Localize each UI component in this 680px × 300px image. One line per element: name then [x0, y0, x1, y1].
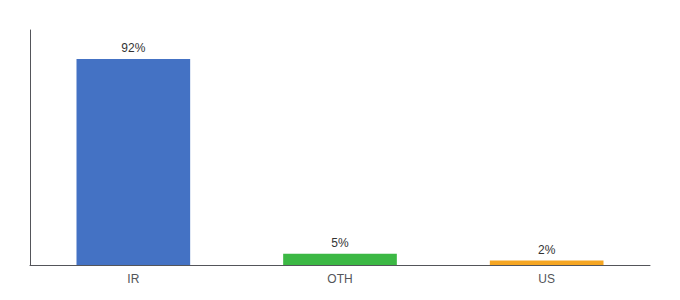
- svg-text:IR: IR: [127, 272, 139, 286]
- svg-text:OTH: OTH: [327, 272, 352, 286]
- svg-text:2%: 2%: [538, 243, 556, 257]
- svg-text:92%: 92%: [121, 41, 145, 55]
- svg-text:US: US: [538, 272, 555, 286]
- svg-text:5%: 5%: [331, 236, 349, 250]
